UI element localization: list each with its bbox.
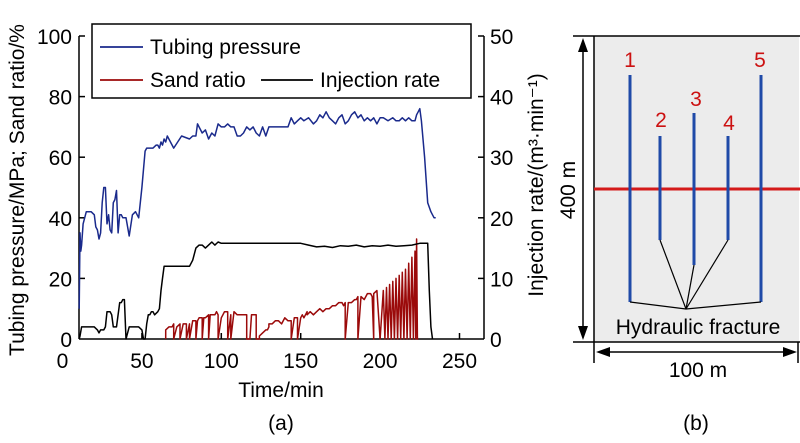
x-tick-label: 50 — [130, 350, 153, 373]
tubing-pressure-line — [78, 107, 436, 309]
x-tick-label: 100 — [204, 350, 239, 373]
left-tick-label: 20 — [49, 268, 72, 291]
left-tick-label: 100 — [37, 26, 72, 49]
fracture-leader-lines — [629, 239, 762, 310]
left-ticks: 0 20 40 60 80 100 — [37, 26, 85, 352]
x-tick-label: 200 — [363, 350, 398, 373]
series-group — [78, 107, 436, 340]
left-tick-label: 80 — [49, 87, 72, 110]
legend-label-tubing-pressure: Tubing pressure — [150, 36, 301, 59]
well-label-1: 1 — [624, 49, 636, 72]
x-tick-label: 0 — [57, 350, 69, 373]
legend: Tubing pressure Sand ratio Injection rat… — [91, 23, 472, 99]
height-dimension-label: 400 m — [557, 161, 580, 219]
injection-rate-line — [78, 241, 434, 340]
right-ticks: 0 10 20 30 40 50 — [478, 26, 513, 352]
right-tick-label: 50 — [490, 26, 513, 49]
height-dimension-arrow — [578, 38, 588, 340]
legend-label-sand-ratio: Sand ratio — [150, 69, 246, 92]
width-dimension-arrow — [596, 347, 797, 357]
right-tick-label: 20 — [490, 208, 513, 231]
right-tick-label: 10 — [490, 268, 513, 291]
right-tick-label: 0 — [490, 329, 502, 352]
right-tick-label: 40 — [490, 87, 513, 110]
x-tick-label: 250 — [442, 350, 477, 373]
left-tick-label: 40 — [49, 208, 72, 231]
well-label-2: 2 — [655, 109, 667, 132]
width-dimension-label: 100 m — [669, 359, 727, 382]
x-tick-label: 150 — [283, 350, 318, 373]
legend-label-injection-rate: Injection rate — [320, 69, 440, 92]
diagram-panel-b: 400 m 100 m 1 2 3 4 5 Hydraulic fracture… — [557, 35, 800, 435]
right-tick-label: 30 — [490, 147, 513, 170]
well-label-3: 3 — [690, 88, 702, 111]
well-label-5: 5 — [754, 49, 766, 72]
fracture-annotation: Hydraulic fracture — [616, 316, 781, 339]
sand-ratio-line — [164, 238, 419, 340]
legend-box — [91, 23, 472, 99]
left-tick-label: 60 — [49, 147, 72, 170]
well-label-4: 4 — [723, 112, 735, 135]
left-axis-title: Tubing pressure/MPa; Sand ratio/% — [6, 24, 29, 356]
panel-label-a: (a) — [268, 412, 294, 435]
x-axis-title: Time/min — [238, 379, 324, 402]
right-axis-title: Injection rate/(m³·min⁻¹) — [525, 73, 548, 296]
panel-label-b: (b) — [683, 412, 709, 435]
left-tick-label: 0 — [60, 329, 72, 352]
